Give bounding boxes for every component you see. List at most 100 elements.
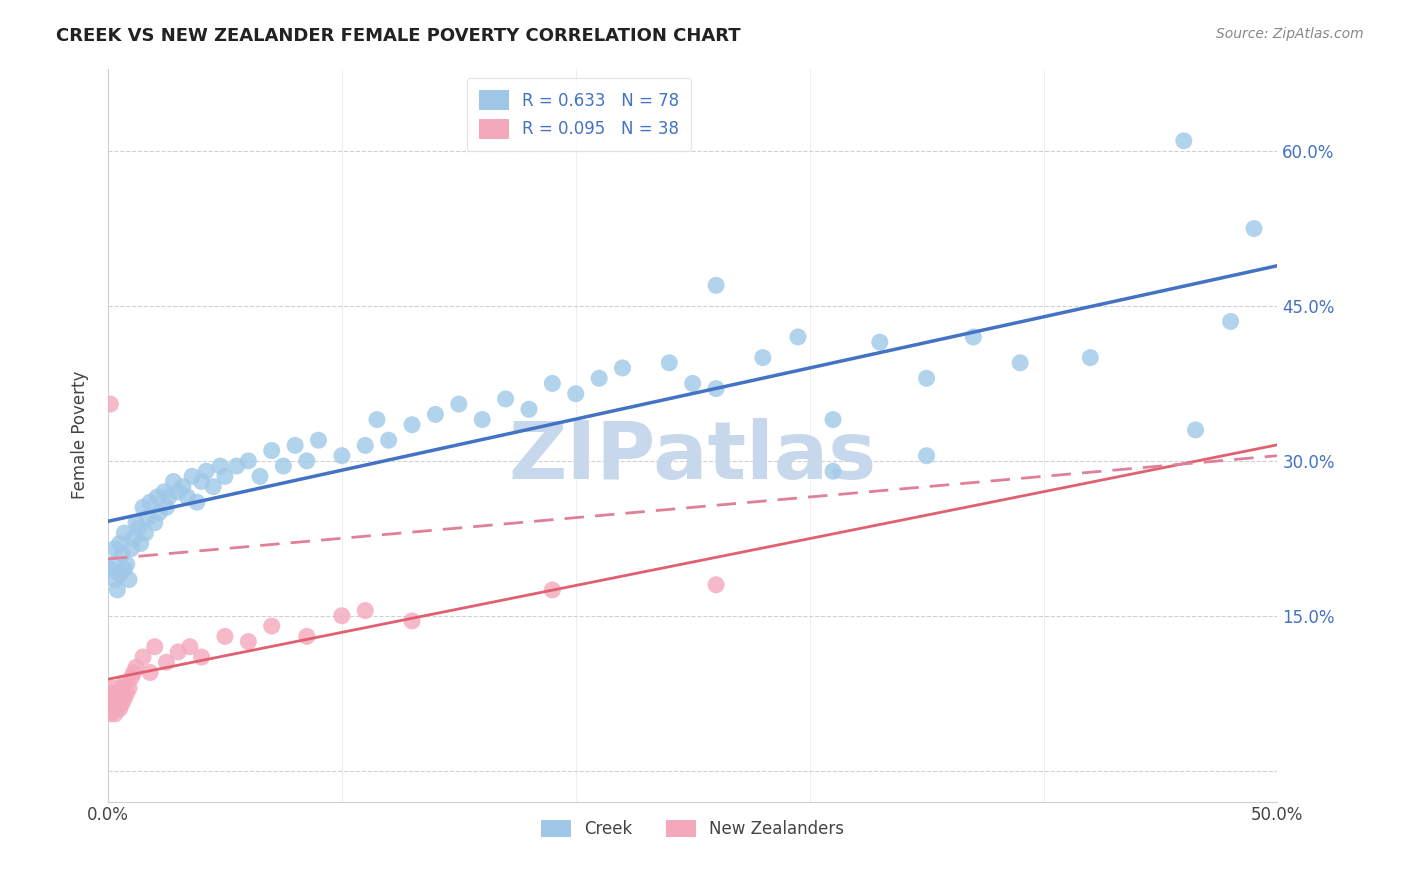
Point xyxy=(132,500,155,515)
Point xyxy=(101,701,124,715)
Point xyxy=(541,582,564,597)
Point xyxy=(98,697,121,711)
Point xyxy=(377,434,399,448)
Point xyxy=(190,475,212,489)
Point xyxy=(105,691,128,706)
Point xyxy=(564,386,586,401)
Point xyxy=(190,650,212,665)
Point xyxy=(104,686,127,700)
Point xyxy=(101,681,124,695)
Point xyxy=(104,706,127,721)
Point xyxy=(181,469,204,483)
Point xyxy=(112,691,135,706)
Point xyxy=(98,562,121,576)
Point xyxy=(101,691,124,706)
Point xyxy=(1243,221,1265,235)
Point xyxy=(172,480,194,494)
Point xyxy=(167,484,190,499)
Point xyxy=(787,330,810,344)
Point xyxy=(1173,134,1195,148)
Point xyxy=(153,484,176,499)
Point xyxy=(682,376,704,391)
Point xyxy=(260,443,283,458)
Point xyxy=(115,557,138,571)
Point xyxy=(115,686,138,700)
Point xyxy=(471,412,494,426)
Point xyxy=(588,371,610,385)
Point xyxy=(401,417,423,432)
Point xyxy=(517,402,540,417)
Point xyxy=(129,536,152,550)
Point xyxy=(447,397,470,411)
Point xyxy=(195,464,218,478)
Point xyxy=(249,469,271,483)
Text: CREEK VS NEW ZEALANDER FEMALE POVERTY CORRELATION CHART: CREEK VS NEW ZEALANDER FEMALE POVERTY CO… xyxy=(56,27,741,45)
Point xyxy=(132,650,155,665)
Point xyxy=(104,541,127,556)
Point xyxy=(111,697,134,711)
Text: Source: ZipAtlas.com: Source: ZipAtlas.com xyxy=(1216,27,1364,41)
Point xyxy=(122,531,145,545)
Point xyxy=(354,438,377,452)
Legend: Creek, New Zealanders: Creek, New Zealanders xyxy=(534,813,851,845)
Point xyxy=(104,573,127,587)
Point xyxy=(139,665,162,680)
Point xyxy=(108,567,131,582)
Point xyxy=(238,454,260,468)
Point xyxy=(105,701,128,715)
Point xyxy=(1184,423,1206,437)
Point xyxy=(821,464,844,478)
Point xyxy=(330,608,353,623)
Point xyxy=(125,516,148,530)
Y-axis label: Female Poverty: Female Poverty xyxy=(72,371,89,500)
Point xyxy=(869,335,891,350)
Point xyxy=(295,454,318,468)
Point xyxy=(167,645,190,659)
Point xyxy=(98,706,121,721)
Point xyxy=(1078,351,1101,365)
Point xyxy=(134,526,156,541)
Point xyxy=(704,578,727,592)
Point xyxy=(273,458,295,473)
Point xyxy=(120,541,142,556)
Point xyxy=(155,500,177,515)
Point xyxy=(658,356,681,370)
Point xyxy=(541,376,564,391)
Point xyxy=(821,412,844,426)
Point xyxy=(366,412,388,426)
Point xyxy=(915,449,938,463)
Point xyxy=(162,475,184,489)
Point xyxy=(495,392,517,406)
Point xyxy=(179,640,201,654)
Point xyxy=(915,371,938,385)
Point xyxy=(118,573,141,587)
Point xyxy=(108,686,131,700)
Point xyxy=(111,681,134,695)
Point xyxy=(704,382,727,396)
Point xyxy=(354,603,377,617)
Point xyxy=(139,495,162,509)
Point xyxy=(118,681,141,695)
Point xyxy=(112,676,135,690)
Point xyxy=(214,469,236,483)
Point xyxy=(98,686,121,700)
Point xyxy=(112,526,135,541)
Point xyxy=(612,360,634,375)
Point xyxy=(308,434,330,448)
Point xyxy=(260,619,283,633)
Point xyxy=(101,557,124,571)
Point xyxy=(143,516,166,530)
Point xyxy=(186,495,208,509)
Point xyxy=(143,640,166,654)
Point xyxy=(155,655,177,669)
Point xyxy=(108,701,131,715)
Point xyxy=(752,351,775,365)
Point xyxy=(120,671,142,685)
Point xyxy=(146,490,169,504)
Point xyxy=(122,665,145,680)
Point xyxy=(1010,356,1032,370)
Text: ZIPatlas: ZIPatlas xyxy=(509,418,877,496)
Point xyxy=(125,660,148,674)
Point xyxy=(284,438,307,452)
Point xyxy=(704,278,727,293)
